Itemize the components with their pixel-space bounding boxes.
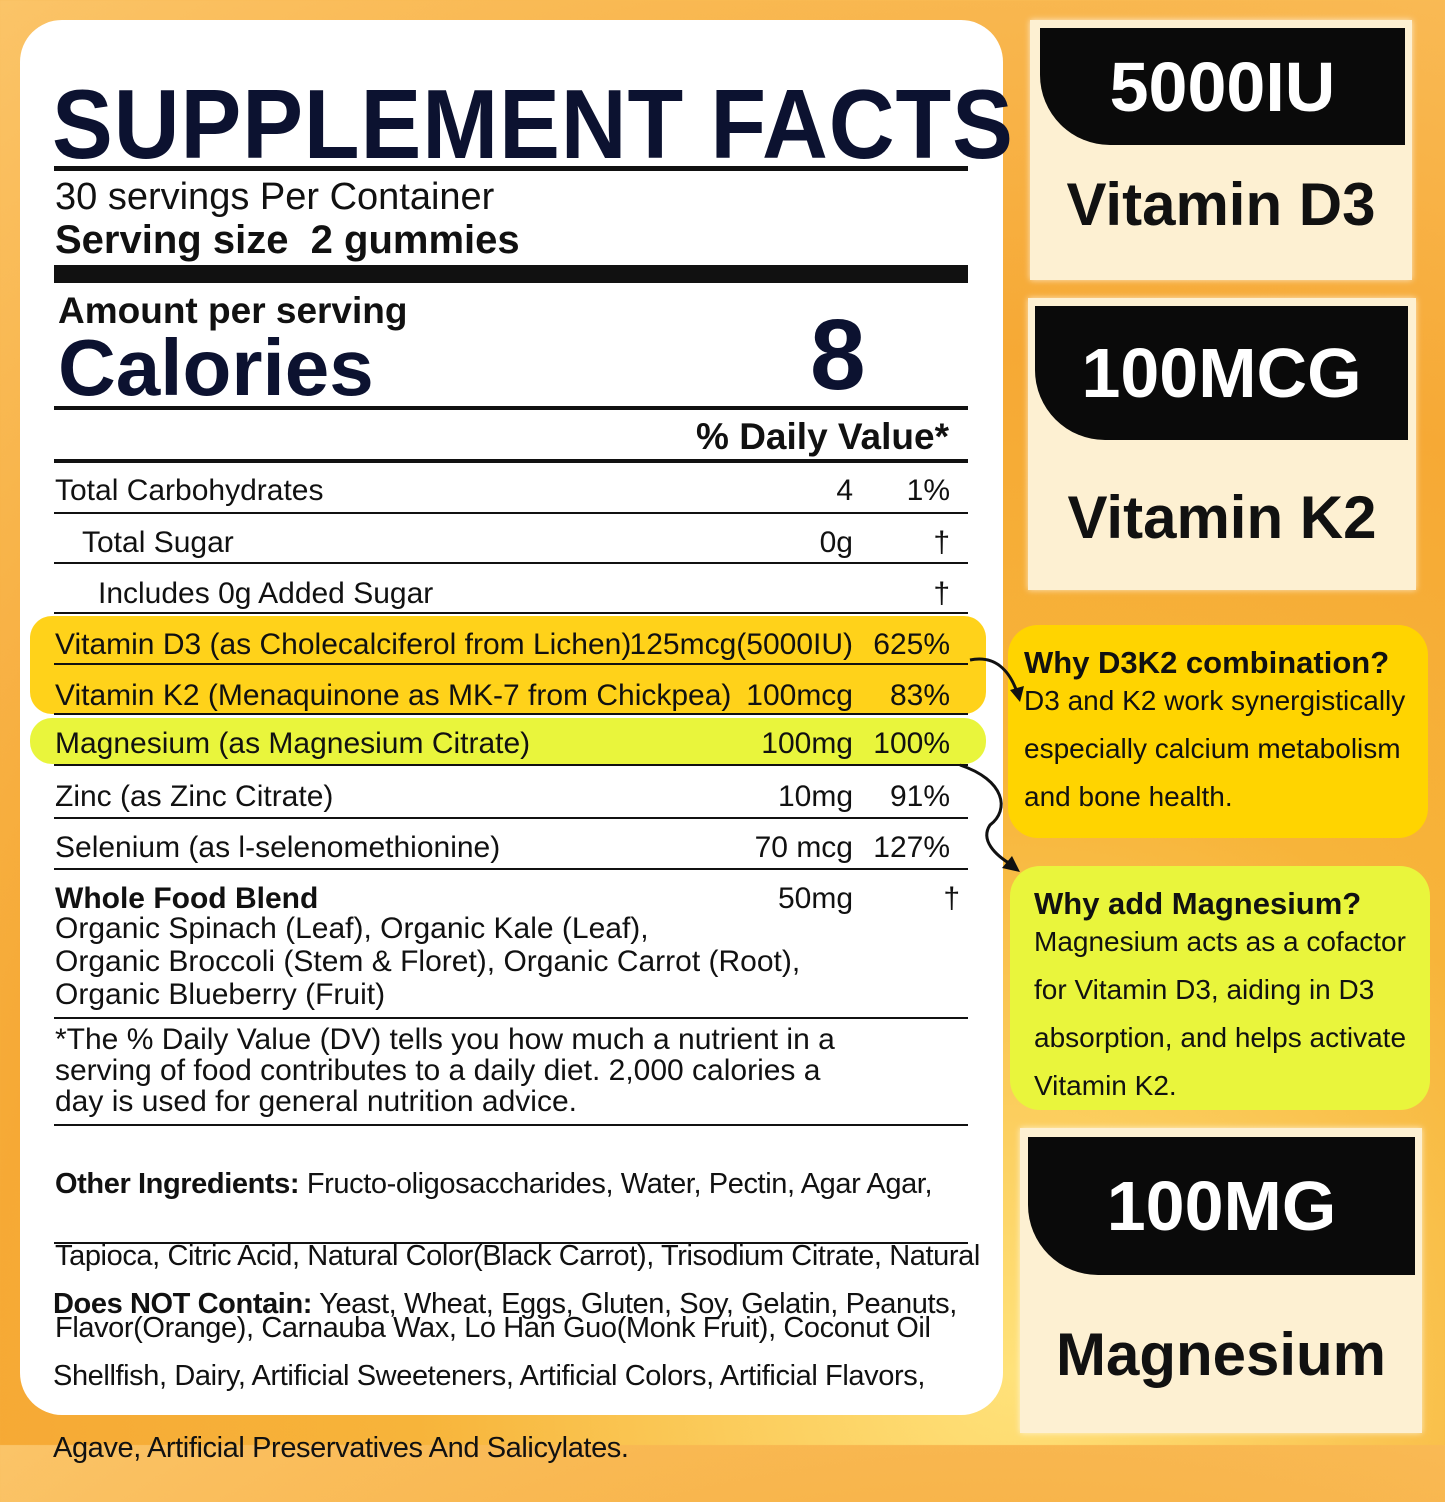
- row-divider: [54, 868, 968, 870]
- badge-name: Vitamin K2: [1067, 484, 1377, 551]
- calories-value: 8: [810, 299, 866, 411]
- footnote: *The % Daily Value (DV) tells you how mu…: [55, 1024, 835, 1117]
- nutrient-amount: 100mcg: [746, 679, 853, 712]
- nutrient-name: Vitamin D3 (as Cholecalciferol from Lich…: [55, 628, 632, 661]
- divider: [54, 1017, 968, 1019]
- nutrient-dv: †: [933, 526, 950, 559]
- row-divider: [54, 512, 968, 514]
- nutrient-amount: 4: [836, 474, 853, 507]
- badge-dose: 100MCG: [1035, 306, 1408, 440]
- nutrient-name: Magnesium (as Magnesium Citrate): [55, 727, 531, 760]
- footnote-line: day is used for general nutrition advice…: [55, 1085, 577, 1118]
- nutrient-dv: 127%: [873, 831, 950, 864]
- magnesium-highlight: [30, 718, 986, 764]
- blend-line: Organic Spinach (Leaf), Organic Kale (Le…: [55, 912, 649, 945]
- nutrient-name: Total Sugar: [82, 526, 234, 559]
- other-label: Other Ingredients:: [55, 1168, 300, 1200]
- badge-name: Vitamin D3: [1066, 171, 1376, 238]
- badge-dose: 100MG: [1028, 1137, 1415, 1275]
- row-divider: [54, 612, 968, 614]
- other-line: Flavor(Orange), Carnauba Wax, Lo Han Guo…: [55, 1312, 931, 1344]
- divider: [54, 459, 968, 463]
- row-divider: [54, 817, 968, 819]
- not-label: Does NOT Contain:: [53, 1288, 313, 1320]
- arrow-icons: [959, 657, 1024, 872]
- row-divider: [54, 764, 968, 766]
- nutrient-dv: †: [933, 577, 950, 610]
- nutrient-dv: 91%: [889, 780, 950, 813]
- nutrient-name: Selenium (as l-selenomethionine): [55, 831, 501, 864]
- row-divider: [54, 713, 968, 715]
- not-line: Shellfish, Dairy, Artificial Sweeteners,…: [53, 1360, 925, 1392]
- not-line: Agave, Artificial Preservatives And Sali…: [53, 1432, 629, 1464]
- nutrient-dv: 1%: [906, 474, 950, 507]
- badge-vitamin-d3: 5000IU Vitamin D3: [1030, 20, 1412, 280]
- badge-magnesium: 100MG Magnesium: [1020, 1128, 1422, 1433]
- nutrient-amount: 0g: [819, 526, 853, 559]
- callout-text: Magnesium acts as a cofactor for Vitamin …: [1034, 926, 1407, 1101]
- badge-vitamin-k2: 100MCG Vitamin K2: [1028, 298, 1416, 590]
- badge-dose: 5000IU: [1040, 28, 1405, 145]
- nutrient-name: Zinc (as Zinc Citrate): [55, 780, 334, 813]
- servings-per-container: 30 servings Per Container: [55, 176, 495, 218]
- nutrient-dv: 100%: [873, 727, 950, 760]
- nutrient-amount: 10mg: [777, 780, 853, 813]
- does-not-contain: Does NOT Contain: Yeast, Wheat, Eggs, Gl…: [53, 1250, 957, 1502]
- other-ingredients: Other Ingredients: Fructo-oligosaccharid…: [55, 1130, 980, 1382]
- supplement-facts-card: [20, 20, 1003, 1415]
- not-line: Yeast, Wheat, Eggs, Gluten, Soy, Gelatin…: [312, 1288, 957, 1320]
- badge-name: Magnesium: [1055, 1321, 1387, 1388]
- footnote-line: *The % Daily Value (DV) tells you how mu…: [55, 1023, 835, 1056]
- amount-per-serving: Amount per serving: [58, 290, 408, 331]
- footnote-line: serving of food contributes to a daily d…: [55, 1054, 821, 1087]
- nutrient-amount: 70 mcg: [754, 831, 853, 864]
- daily-value-header: % Daily Value*: [696, 416, 949, 457]
- callout-d3k2: Why D3K2 combination? D3 and K2 work syn…: [1008, 625, 1428, 838]
- row-divider: [54, 562, 968, 564]
- blend-line: Organic Blueberry (Fruit): [55, 978, 386, 1011]
- nutrient-dv: 625%: [873, 628, 950, 661]
- divider: [54, 265, 968, 283]
- nutrient-amount: 100mg: [761, 727, 853, 760]
- blend-line: Organic Broccoli (Stem & Floret), Organi…: [55, 945, 801, 978]
- other-line: Tapioca, Citric Acid, Natural Color(Blac…: [55, 1240, 980, 1272]
- divider: [54, 1124, 968, 1126]
- nutrient-amount: 125mcg(5000IU): [629, 628, 853, 661]
- nutrient-name: Includes 0g Added Sugar: [98, 577, 434, 610]
- row-divider: [54, 663, 968, 665]
- callout-title: Why D3K2 combination?: [1024, 645, 1390, 680]
- callout-text: D3 and K2 work synergistically especially…: [1024, 685, 1406, 812]
- d3k2-highlight: [30, 616, 986, 714]
- label-title: SUPPLEMENT FACTS: [52, 69, 1014, 179]
- blend-amount: 50mg: [777, 882, 853, 915]
- nutrient-dv: 83%: [889, 679, 950, 712]
- blend-dv: †: [943, 882, 960, 915]
- serving-size: Serving size 2 gummies: [55, 218, 520, 262]
- divider: [54, 166, 968, 171]
- callout-magnesium: Why add Magnesium? Magnesium acts as a c…: [1010, 866, 1430, 1110]
- nutrient-name: Vitamin K2 (Menaquinone as MK-7 from Chi…: [55, 679, 732, 712]
- other-line: Fructo-oligosaccharides, Water, Pectin, …: [299, 1168, 933, 1200]
- arrow-magnesium-icon: [959, 763, 1013, 867]
- nutrient-name: Total Carbohydrates: [55, 474, 324, 507]
- divider: [54, 406, 968, 410]
- blend-name: Whole Food Blend: [55, 882, 319, 915]
- calories-label: Calories: [58, 323, 374, 412]
- arrow-d3k2-icon: [969, 657, 1020, 696]
- divider: [54, 1242, 968, 1244]
- callout-title: Why add Magnesium?: [1034, 886, 1362, 921]
- blend-ingredients: Organic Spinach (Leaf), Organic Kale (Le…: [55, 912, 800, 1011]
